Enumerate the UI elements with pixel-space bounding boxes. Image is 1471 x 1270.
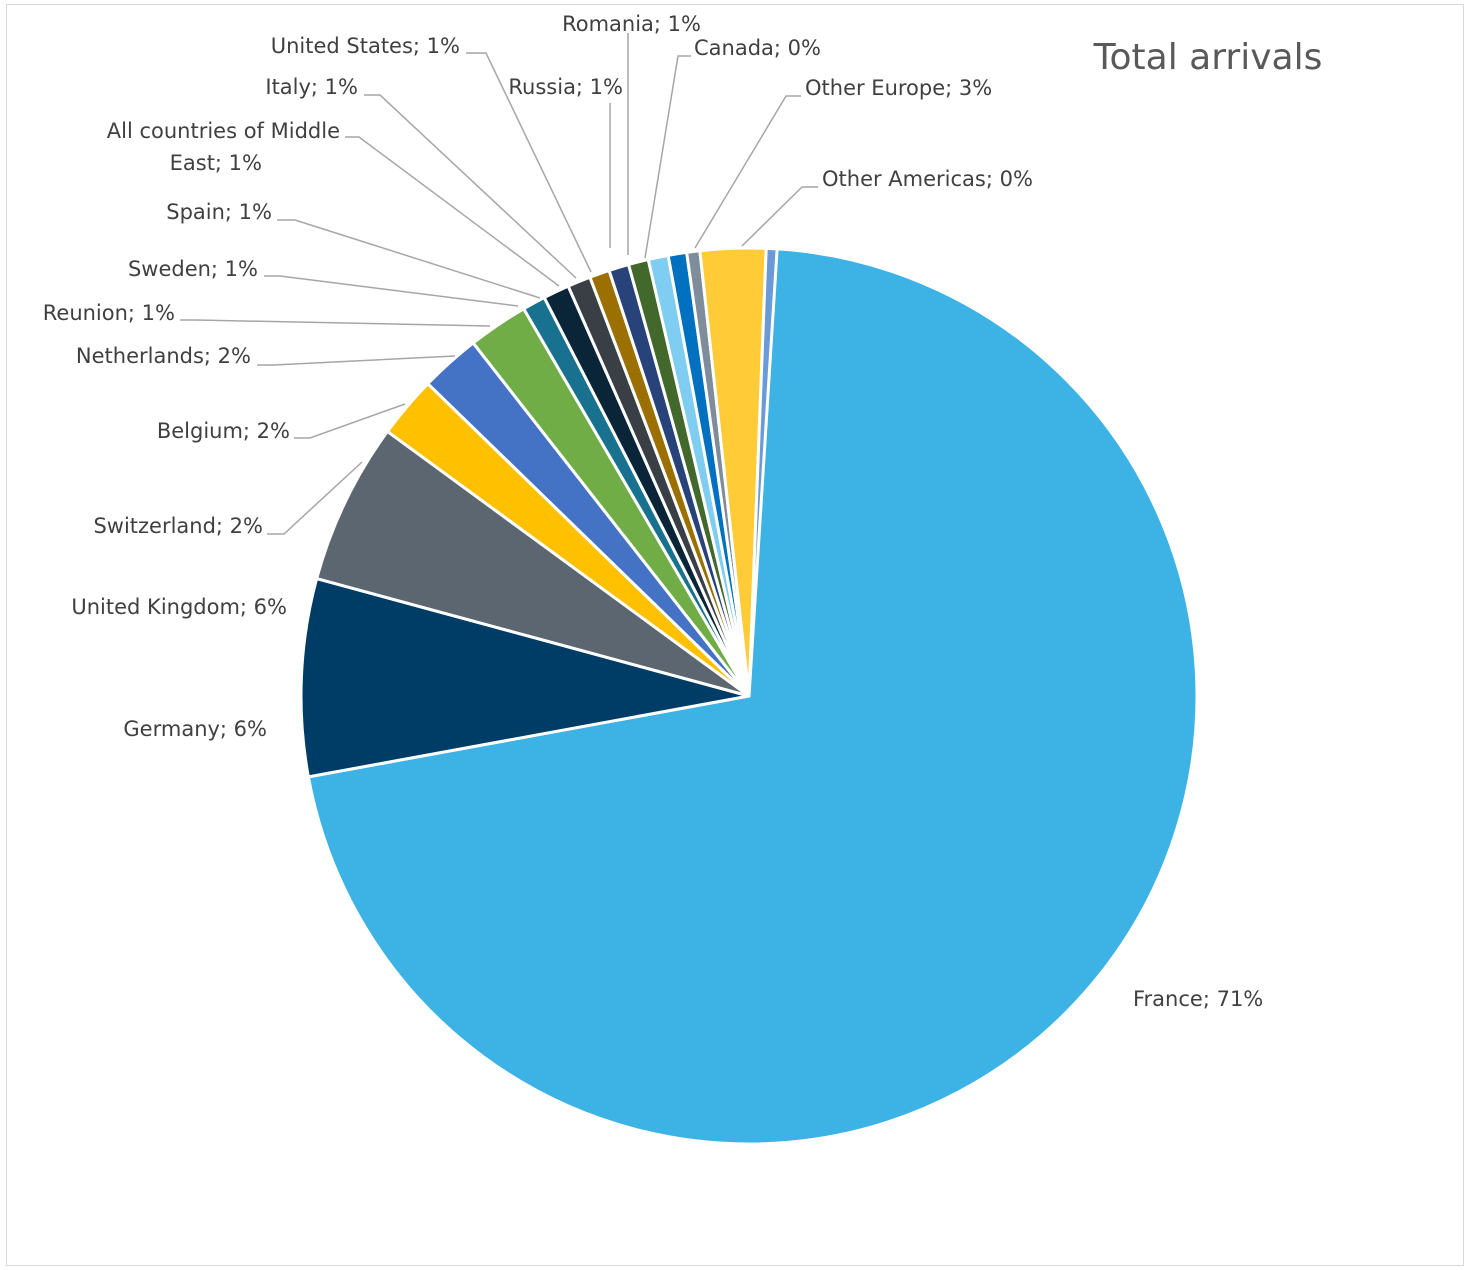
leader-line-switzerland (267, 461, 363, 535)
leader-line-belgium (294, 403, 406, 439)
pie-slice-united-kingdom (315, 429, 751, 698)
data-label-france: France; 71% (1133, 987, 1263, 1011)
data-label-italy: Italy; 1% (265, 75, 358, 99)
leader-line-italy (364, 94, 577, 279)
leader-line-spain (277, 219, 541, 299)
data-label-sweden: Sweden; 1% (128, 257, 258, 281)
leader-line-all-countries-of-middle-east (345, 136, 560, 287)
data-label-belgium: Belgium; 2% (157, 419, 290, 443)
pie-slice-other-americas (747, 246, 779, 698)
data-label-romania: Romania; 1% (562, 12, 701, 36)
data-label-united-states: United States; 1% (271, 34, 460, 58)
leader-line-canada (644, 55, 691, 259)
data-label-all-countries-of-middle-east: All countries of Middle East; 1% (107, 119, 340, 175)
leader-line-netherlands (257, 355, 456, 366)
leader-line-reunion (180, 319, 491, 327)
leader-lines (180, 33, 818, 535)
data-labels: France; 71% Germany; 6% United Kingdom; 6%… (43, 12, 1264, 1011)
pie-slices (299, 246, 1199, 1146)
pie-slice-germany (299, 577, 751, 779)
data-label-reunion: Reunion; 1% (43, 301, 175, 325)
data-label-spain: Spain; 1% (166, 200, 272, 224)
data-label-other-europe: Other Europe; 3% (805, 76, 992, 100)
leader-line-sweden (264, 275, 519, 307)
data-label-germany: Germany; 6% (123, 717, 267, 741)
data-label-netherlands: Netherlands; 2% (76, 344, 251, 368)
data-label-united-kingdom: United Kingdom; 6% (71, 595, 287, 619)
pie-slice-france (306, 246, 1199, 1146)
leader-line-other-europe (694, 95, 801, 249)
data-label-switzerland: Switzerland; 2% (93, 514, 263, 538)
data-label-russia: Russia; 1% (508, 75, 623, 99)
data-label-other-americas: Other Americas; 0% (822, 167, 1033, 191)
leader-line-united-states (466, 52, 592, 273)
chart-title: Total arrivals (1093, 37, 1323, 78)
data-label-canada: Canada; 0% (694, 36, 821, 60)
leader-line-other-americas (741, 186, 818, 247)
